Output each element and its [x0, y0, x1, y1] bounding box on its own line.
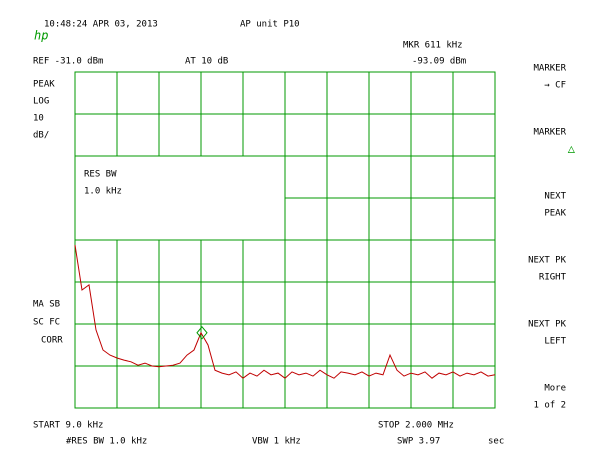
softkey-label[interactable]: MARKER: [533, 64, 566, 74]
left-label: PEAK: [33, 80, 55, 90]
box-title: RES BW: [84, 170, 117, 180]
stop-freq: STOP 2.000 MHz: [378, 421, 454, 431]
left-label: dB/: [33, 131, 49, 141]
timestamp: 10:48:24 APR 03, 2013: [44, 20, 158, 30]
sweep-time: SWP 3.97: [397, 437, 440, 447]
graticule: [74, 71, 496, 409]
softkey-label[interactable]: NEXT PK: [528, 320, 567, 330]
res-bw: #RES BW 1.0 kHz: [66, 437, 147, 447]
box-value: 1.0 kHz: [84, 187, 122, 197]
start-freq: START 9.0 kHz: [33, 421, 103, 431]
vbw: VBW 1 kHz: [252, 437, 301, 447]
sweep-unit: sec: [488, 437, 504, 447]
left-label: LOG: [33, 97, 49, 107]
marker-frequency: MKR 611 kHz: [403, 41, 463, 51]
left-label: CORR: [41, 336, 63, 346]
trace: [74, 244, 496, 379]
softkey-label[interactable]: PEAK: [544, 209, 566, 219]
marker-diamond: [196, 325, 208, 340]
left-label: SC FC: [33, 318, 60, 328]
softkey-label[interactable]: → CF: [544, 81, 566, 91]
softkey-label[interactable]: NEXT: [544, 192, 566, 202]
softkey-label[interactable]: More: [544, 384, 566, 394]
left-label: MA SB: [33, 300, 60, 310]
attenuation: AT 10 dB: [185, 57, 228, 67]
softkey-label[interactable]: RIGHT: [539, 273, 567, 283]
marker-level: -93.09 dBm: [412, 57, 466, 67]
softkey-label[interactable]: 1 of 2: [533, 401, 566, 411]
left-label: 10: [33, 114, 44, 124]
softkey-label[interactable]: NEXT PK: [528, 256, 567, 266]
ref-level: REF -31.0 dBm: [33, 57, 103, 67]
softkey-label[interactable]: MARKER: [533, 128, 566, 138]
softkey-label[interactable]: △: [568, 142, 576, 156]
title: AP unit P10: [240, 20, 300, 30]
softkey-label[interactable]: LEFT: [544, 337, 566, 347]
logo: hp: [34, 29, 48, 43]
